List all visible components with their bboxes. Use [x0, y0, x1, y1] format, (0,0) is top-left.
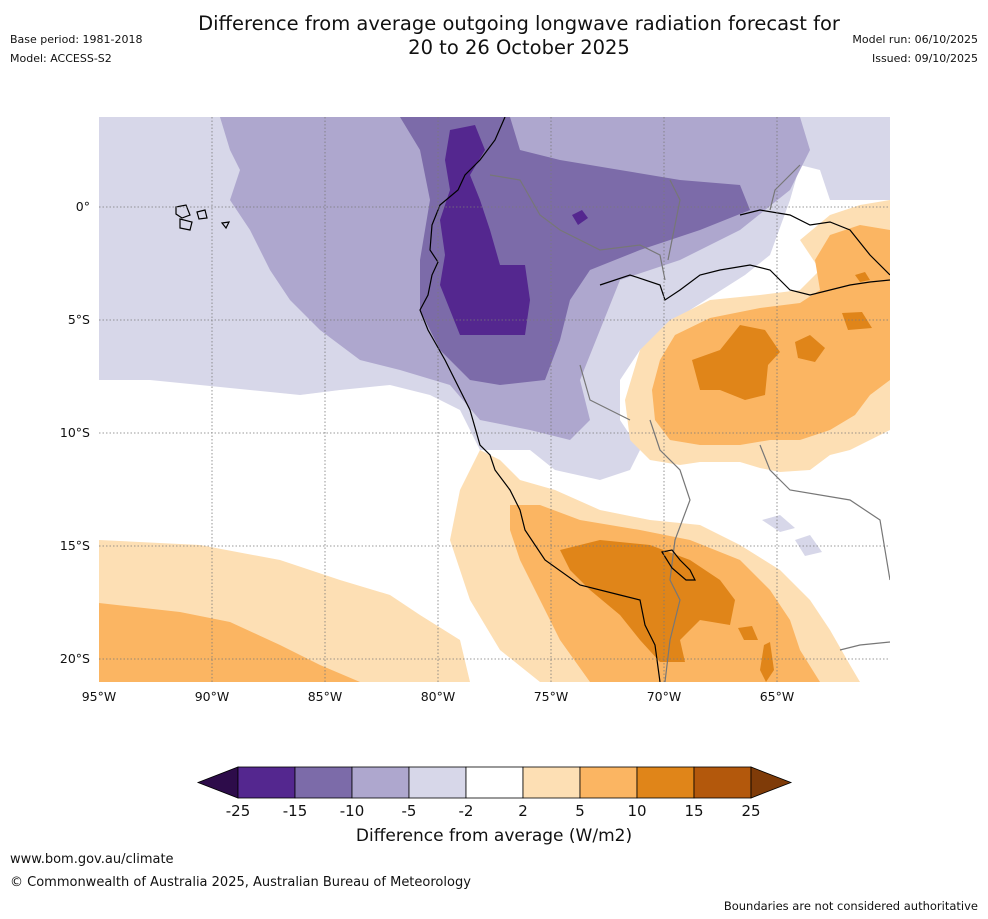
- map-title-line2: 20 to 26 October 2025: [408, 36, 630, 59]
- lake-titicaca: [661, 549, 696, 581]
- map-plot-area: [99, 117, 890, 682]
- colorbar-swatch: [237, 766, 296, 799]
- colorbar-tick: -2: [459, 802, 474, 820]
- colorbar-swatch: [693, 766, 752, 799]
- colorbar-tick: -15: [283, 802, 308, 820]
- colorbar-tick: 10: [627, 802, 646, 820]
- lat-label: 15°S: [60, 538, 90, 553]
- region-minus10-minus15-island: [572, 210, 588, 225]
- colorbar-extend-high: [750, 766, 793, 799]
- colorbar-extend-low: [196, 766, 239, 799]
- colorbar-swatch: [636, 766, 695, 799]
- lon-label: 90°W: [195, 689, 230, 704]
- galapagos-islands: [175, 204, 231, 231]
- map-title-line1: Difference from average outgoing longwav…: [198, 12, 840, 35]
- base-period: Base period: 1981-2018: [10, 33, 143, 46]
- region-plus10-plus15-small: [738, 626, 758, 640]
- lon-label: 80°W: [421, 689, 456, 704]
- model-run: Model run: 06/10/2025: [852, 33, 978, 46]
- graticule: [99, 117, 890, 682]
- longitude-labels: 95°W 90°W 85°W 80°W 75°W 70°W 65°W: [82, 689, 795, 704]
- meta-right: Model run: 06/10/2025 Issued: 09/10/2025: [852, 30, 978, 68]
- colorbar-title: Difference from average (W/m2): [355, 826, 633, 846]
- coastline-amazon-mouth: [739, 209, 890, 276]
- region-plus10-plus15-amazon: [692, 325, 780, 400]
- colorbar-swatch: [522, 766, 581, 799]
- lon-label: 65°W: [760, 689, 795, 704]
- colorbar-swatch: [465, 766, 524, 799]
- colorbar-tick: 2: [518, 802, 528, 820]
- footer-url[interactable]: www.bom.gov.au/climate: [10, 852, 174, 867]
- model-name: Model: ACCESS-S2: [10, 52, 112, 65]
- coastline-north-coast: [599, 264, 890, 301]
- region-plus10-plus15-andes: [560, 540, 735, 662]
- region-plus10-plus15-amazon2: [795, 335, 825, 362]
- colorbar: [196, 766, 793, 799]
- colorbar-tick: -25: [226, 802, 251, 820]
- latitude-labels: 0° 5°S 10°S 15°S 20°S: [60, 199, 90, 666]
- lon-label: 75°W: [534, 689, 569, 704]
- lat-label: 5°S: [68, 312, 90, 327]
- lon-label: 70°W: [647, 689, 682, 704]
- colorbar-tick: 15: [684, 802, 703, 820]
- colorbar-ticks: -25 -15 -10 -5 -2 2 5 10 15 25: [226, 802, 761, 820]
- lon-label: 95°W: [82, 689, 117, 704]
- region-plus10-plus15-small2: [760, 642, 774, 682]
- coastline-south-america: [419, 117, 661, 682]
- region-plus5-plus10-pacific: [99, 603, 360, 682]
- meta-left: Base period: 1981-2018 Model: ACCESS-S2: [10, 30, 142, 68]
- colorbar-tick: -10: [340, 802, 365, 820]
- region-minus2-minus5-patch: [762, 515, 795, 532]
- region-minus15-minus25: [440, 125, 530, 335]
- colorbar-swatch: [408, 766, 467, 799]
- colorbar-swatch: [579, 766, 638, 799]
- region-plus10-plus15-amazon4: [855, 272, 870, 282]
- map-title: Difference from average outgoing longwav…: [0, 12, 988, 60]
- lat-label: 0°: [76, 199, 90, 214]
- colorbar-tick: 5: [575, 802, 585, 820]
- colorbar-swatch: [294, 766, 353, 799]
- colorbar-tick: 25: [741, 802, 760, 820]
- lat-label: 10°S: [60, 425, 90, 440]
- region-minus2-minus5-patch2: [795, 535, 822, 556]
- footer-copyright: © Commonwealth of Australia 2025, Austra…: [10, 875, 471, 890]
- colorbar-swatch: [351, 766, 410, 799]
- footer-disclaimer: Boundaries are not considered authoritat…: [723, 899, 978, 913]
- lat-label: 20°S: [60, 651, 90, 666]
- national-borders: [489, 164, 890, 682]
- colorbar-tick: -5: [402, 802, 417, 820]
- lon-label: 85°W: [308, 689, 343, 704]
- region-plus10-plus15-amazon3: [842, 312, 872, 330]
- issued-date: Issued: 09/10/2025: [871, 52, 978, 65]
